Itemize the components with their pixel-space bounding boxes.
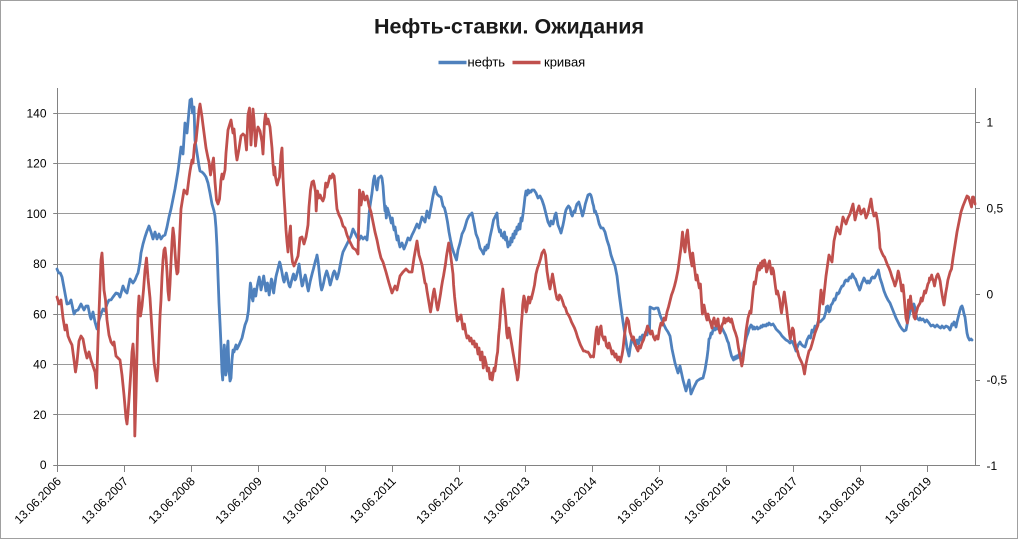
svg-text:-1: -1 — [987, 459, 998, 473]
svg-text:120: 120 — [26, 157, 46, 171]
svg-text:Нефть-ставки. Ожидания: Нефть-ставки. Ожидания — [374, 15, 644, 39]
svg-text:кривая: кривая — [544, 55, 585, 70]
svg-text:-0,5: -0,5 — [987, 373, 1008, 387]
svg-text:100: 100 — [26, 207, 46, 221]
svg-text:0: 0 — [987, 287, 994, 301]
svg-text:140: 140 — [26, 107, 46, 121]
svg-text:20: 20 — [33, 408, 47, 422]
svg-text:0,5: 0,5 — [987, 201, 1004, 215]
svg-text:80: 80 — [33, 257, 47, 271]
svg-text:0: 0 — [40, 458, 47, 472]
svg-text:60: 60 — [33, 307, 47, 321]
svg-text:нефть: нефть — [468, 55, 506, 70]
svg-text:1: 1 — [987, 116, 994, 130]
svg-text:40: 40 — [33, 358, 47, 372]
